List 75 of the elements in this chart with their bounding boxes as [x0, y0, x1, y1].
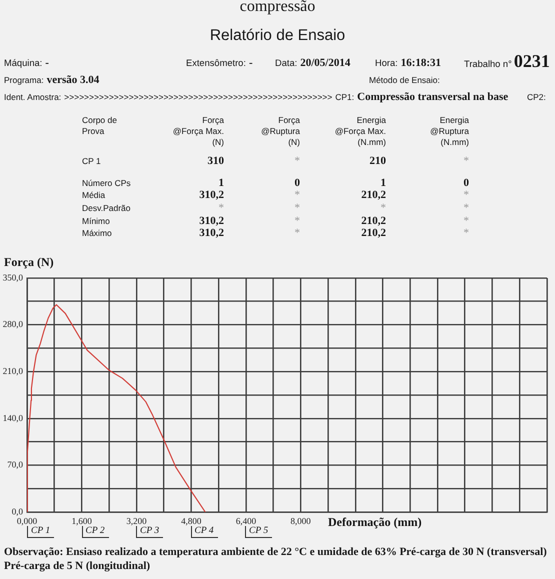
text: *: [380, 202, 386, 214]
text: Extensômetro:: [186, 57, 246, 70]
x-tick-label: 1,600: [72, 516, 92, 526]
text: CP2:: [527, 91, 546, 104]
text: 210,2: [361, 227, 386, 240]
text: CP 3: [136, 526, 164, 538]
x-tick-label: 4,800: [181, 516, 202, 526]
text: Força @Força Max. (N): [172, 115, 224, 148]
text: *: [294, 214, 300, 228]
text: 0: [464, 176, 469, 190]
text: Compressão transversal na base: [357, 90, 508, 104]
text: CP1:: [335, 91, 354, 104]
text: Máximo: [82, 227, 112, 240]
text: Programa:: [4, 74, 44, 87]
text: CP 1: [82, 154, 101, 168]
text: versão 3.04: [46, 73, 100, 87]
text: *: [464, 227, 469, 240]
text: *: [294, 227, 300, 240]
text: compressão: [238, 0, 316, 16]
text: *: [464, 214, 469, 228]
text: CP 1: [27, 526, 54, 538]
y-tick-label: 0,0: [12, 506, 24, 516]
text: 0: [294, 176, 300, 190]
text: 1: [218, 176, 224, 190]
text: Energia @Ruptura (N.mm): [430, 115, 469, 148]
x-tick-label: 8,000: [290, 516, 312, 526]
text: 310,2: [199, 214, 224, 228]
text: Hora:: [375, 57, 398, 70]
text: Mínimo: [82, 214, 110, 228]
text: *: [294, 202, 300, 214]
text: 210,2: [361, 214, 386, 228]
x-tick-label: 0,000: [16, 516, 38, 526]
x-tick-label: 6,400: [236, 516, 257, 526]
text: Observação: Ensiaso realizado a temperatura ambiente de 22 °C e umidade de 63% Pré-carga de 30 N (transversal) Pré-carga de 5 N (longitudinal): [4, 545, 548, 573]
y-tick-label: 350,0: [2, 272, 24, 282]
text: -: [45, 56, 49, 70]
text: 20/05/2014: [300, 56, 350, 70]
y-tick-label: 70,0: [7, 460, 24, 470]
text: Data:: [275, 57, 298, 70]
text: CP 2: [82, 526, 109, 538]
text: Ident. Amostra:: [4, 91, 62, 104]
text: *: [294, 154, 300, 168]
text: *: [464, 189, 469, 202]
y-tick-label: 210,0: [2, 366, 24, 376]
text: 310,2: [199, 189, 224, 202]
text: 16:18:31: [400, 56, 442, 70]
text: Máquina:: [4, 57, 42, 70]
y-tick-label: 280,0: [2, 319, 24, 330]
text: CP 5: [245, 526, 272, 538]
text: 0231: [514, 51, 550, 71]
text: Corpo de Prova: [82, 115, 117, 137]
text: Relatório de Ensaio: [208, 27, 346, 45]
text: 210,2: [361, 189, 386, 202]
text: 1: [380, 176, 386, 190]
text: 210: [370, 154, 386, 168]
text: Método de Ensaio:: [369, 74, 440, 87]
text: Trabalho n°: [464, 58, 512, 71]
x-tick-label: 3,200: [126, 516, 148, 526]
y-tick-label: 140,0: [2, 412, 24, 423]
text: *: [464, 202, 469, 214]
text: -: [248, 56, 253, 70]
text: >>>>>>>>>>>>>>>>>>>>>>>>>>>>>>>>>>>>>>>>>>>>>>>>>>>>>>: [64, 91, 332, 104]
text: Média: [82, 189, 106, 202]
text: Energia @Força Max. (N.mm): [334, 115, 386, 148]
y-axis-title: Força (N): [4, 255, 54, 269]
x-axis-title: Deformação (mm): [328, 515, 422, 529]
text: 310,2: [199, 227, 224, 240]
text: Força @Ruptura (N): [261, 115, 300, 148]
text: Número CPs: [82, 176, 131, 190]
text: *: [464, 154, 469, 168]
text: 310: [208, 154, 224, 168]
text: *: [218, 202, 224, 214]
text: CP 4: [190, 526, 218, 538]
text: Desv.Padrão: [82, 202, 131, 214]
text: *: [294, 189, 300, 202]
